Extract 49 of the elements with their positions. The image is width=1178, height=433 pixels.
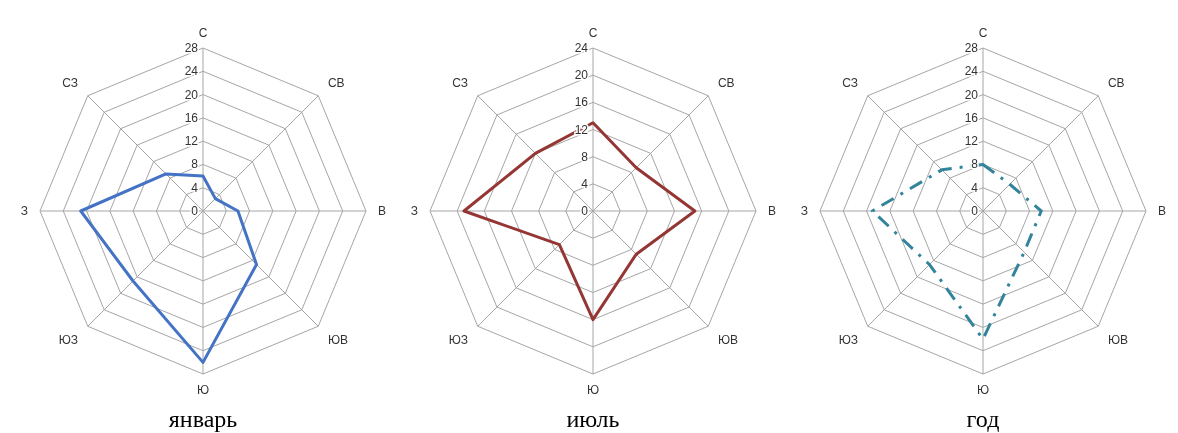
spoke-label: СЗ bbox=[842, 76, 859, 91]
spoke-label: Ю bbox=[976, 383, 990, 397]
y-tick-label: 8 bbox=[191, 157, 199, 172]
y-tick-label: 24 bbox=[964, 64, 979, 79]
y-tick-label: 4 bbox=[581, 176, 589, 191]
y-tick-label: 24 bbox=[574, 41, 589, 55]
y-tick-label: 28 bbox=[964, 41, 979, 55]
spoke-label: СЗ bbox=[62, 76, 79, 91]
spoke-label: ЮВ bbox=[717, 332, 739, 347]
spoke-label: ЮВ bbox=[1107, 332, 1129, 347]
text: июль bbox=[565, 406, 621, 433]
spoke-label: З bbox=[20, 204, 28, 218]
y-tick-label: 20 bbox=[574, 68, 589, 83]
spoke-label: В bbox=[378, 204, 387, 218]
y-tick-label: 8 bbox=[581, 149, 589, 164]
y-tick-label: 0 bbox=[971, 204, 979, 218]
spoke-label: З bbox=[410, 204, 418, 218]
y-tick-label: 12 bbox=[184, 134, 199, 149]
y-tick-label: 16 bbox=[964, 110, 979, 125]
spoke-label: СВ bbox=[717, 76, 735, 91]
spoke-label: ЮЗ bbox=[58, 332, 79, 347]
y-tick-label: 8 bbox=[971, 157, 979, 172]
spoke-label: С bbox=[978, 26, 988, 40]
spoke-label: ЮЗ bbox=[448, 332, 469, 347]
spoke-label: В bbox=[768, 204, 777, 218]
spoke-label: ЮВ bbox=[327, 332, 349, 347]
y-tick-label: 0 bbox=[581, 204, 589, 218]
spoke-label: СВ bbox=[327, 76, 345, 91]
spoke-label: В bbox=[1158, 204, 1167, 218]
y-tick-label: 4 bbox=[971, 180, 979, 195]
text: год bbox=[965, 406, 1001, 433]
y-tick-label: 0 bbox=[191, 204, 199, 218]
y-tick-label: 16 bbox=[184, 110, 199, 125]
y-tick-label: 24 bbox=[184, 64, 199, 79]
spoke-label: СЗ bbox=[452, 76, 469, 91]
y-tick-label: 12 bbox=[964, 134, 979, 149]
spoke-label: З bbox=[800, 204, 808, 218]
spoke-label: Ю bbox=[586, 383, 600, 397]
y-tick-label: 28 bbox=[184, 41, 199, 55]
spoke-label: СВ bbox=[1107, 76, 1125, 91]
y-tick-label: 16 bbox=[574, 95, 589, 110]
spoke-label: Ю bbox=[196, 383, 210, 397]
y-tick-label: 20 bbox=[184, 87, 199, 102]
y-tick-label: 4 bbox=[191, 180, 199, 195]
spoke-label: ЮЗ bbox=[838, 332, 859, 347]
spoke-label: С bbox=[588, 26, 598, 40]
y-tick-label: 20 bbox=[964, 87, 979, 102]
text: январь bbox=[167, 406, 239, 433]
spoke-label: С bbox=[198, 26, 208, 40]
